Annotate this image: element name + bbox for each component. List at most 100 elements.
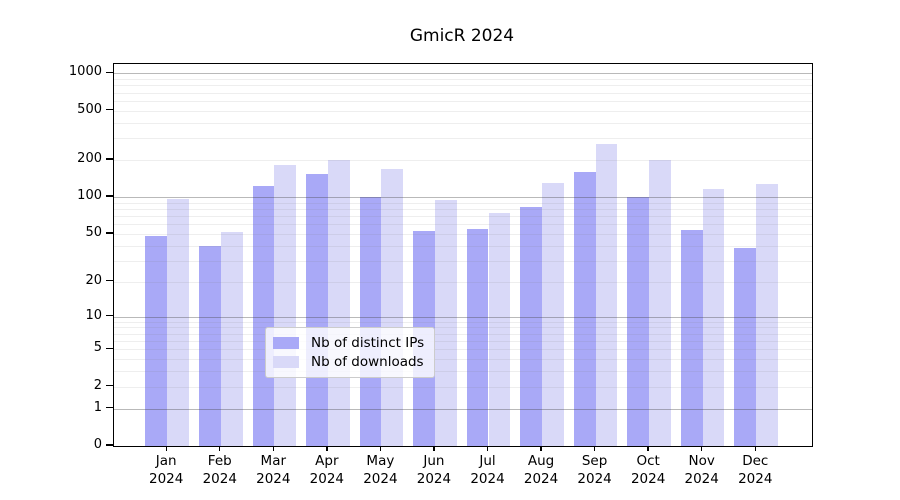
y-tick-mark-2: [106, 385, 113, 387]
x-tick-label-aug: Aug 2024: [523, 453, 559, 487]
y-tick-label-5: 5: [93, 340, 102, 356]
y-tick-mark-200: [106, 158, 113, 160]
legend-entry-distinct-ips: Nb of distinct IPs: [273, 333, 426, 352]
gridline-minor-500: [114, 110, 812, 112]
y-tick-label-100: 100: [77, 188, 102, 204]
x-tick-label-oct: Oct 2024: [630, 453, 666, 487]
bar-downloads-jul: [488, 213, 511, 446]
y-tick-label-50: 50: [85, 224, 102, 240]
legend: Nb of distinct IPs Nb of downloads: [265, 327, 435, 378]
bar-distinct-ips-may: [359, 197, 382, 446]
x-tick-label-jan: Jan 2024: [149, 453, 184, 487]
y-tick-mark-100: [106, 195, 113, 197]
y-tick-mark-10: [106, 314, 113, 317]
bar-downloads-aug: [542, 183, 564, 446]
x-tick-mark-nov: [701, 446, 703, 451]
gridline-minor-90: [114, 202, 812, 204]
gridline-minor-200: [114, 159, 812, 161]
x-tick-label-feb: Feb 2024: [202, 453, 237, 487]
chart-title: GmicR 2024: [409, 26, 515, 46]
bar-downloads-nov: [702, 188, 725, 446]
x-tick-mark-aug: [540, 446, 542, 451]
x-tick-mark-oct: [647, 446, 649, 451]
bar-distinct-ips-nov: [680, 229, 703, 446]
gridline-major-10: [114, 316, 812, 318]
bar-distinct-ips-jan: [145, 236, 168, 446]
bar-distinct-ips-apr: [306, 174, 328, 446]
x-tick-label-jun: Jun 2024: [416, 453, 452, 487]
gridline-minor-6: [114, 341, 812, 343]
y-tick-mark-1000: [106, 71, 113, 74]
gridline-minor-900: [114, 79, 812, 81]
gridline-minor-3: [114, 371, 812, 373]
x-tick-mark-jul: [486, 446, 489, 451]
y-tick-label-500: 500: [77, 101, 102, 117]
gridline-minor-4: [114, 359, 812, 361]
y-tick-mark-0: [106, 444, 113, 446]
x-tick-mark-feb: [219, 446, 221, 451]
x-tick-label-apr: Apr 2024: [309, 453, 345, 487]
y-tick-label-200: 200: [77, 150, 102, 166]
legend-swatch-distinct-ips: [273, 336, 299, 349]
gridline-minor-600: [114, 100, 812, 102]
plot-area: [113, 63, 813, 447]
y-tick-mark-20: [106, 280, 113, 282]
gridline-minor-80: [114, 208, 812, 210]
gridline-minor-800: [114, 85, 812, 87]
bar-downloads-may: [381, 168, 404, 446]
y-tick-label-1: 1: [93, 399, 102, 415]
bar-distinct-ips-oct: [627, 197, 650, 446]
x-tick-label-sep: Sep 2024: [577, 453, 612, 487]
gridline-minor-20: [114, 281, 812, 283]
y-tick-mark-50: [106, 232, 113, 234]
y-tick-label-0: 0: [93, 437, 102, 452]
x-tick-label-mar: Mar 2024: [256, 453, 291, 487]
gridline-minor-7: [114, 333, 812, 335]
y-tick-label-2: 2: [93, 377, 102, 393]
bar-downloads-sep: [595, 143, 618, 446]
bar-downloads-dec: [756, 184, 779, 446]
x-tick-label-dec: Dec 2024: [738, 453, 773, 487]
gridline-minor-700: [114, 92, 812, 94]
legend-label-downloads: Nb of downloads: [311, 353, 424, 370]
x-tick-label-nov: Nov 2024: [684, 453, 719, 487]
gridline-minor-30: [114, 260, 812, 262]
x-tick-label-jul: Jul 2024: [470, 453, 505, 487]
bar-distinct-ips-sep: [573, 171, 596, 446]
y-tick-label-1000: 1000: [68, 64, 102, 80]
bar-distinct-ips-dec: [734, 248, 757, 446]
x-tick-mark-jan: [165, 446, 167, 451]
x-tick-mark-may: [379, 446, 382, 451]
bar-distinct-ips-jul: [466, 228, 489, 446]
bar-downloads-oct: [649, 160, 671, 446]
x-tick-label-may: May 2024: [363, 453, 398, 487]
x-tick-mark-jun: [433, 446, 435, 451]
bar-downloads-jun: [434, 199, 457, 446]
y-tick-label-10: 10: [85, 307, 102, 323]
gridline-minor-50: [114, 233, 812, 235]
gridline-minor-40: [114, 245, 812, 247]
gridline-minor-400: [114, 122, 812, 124]
gridline-minor-9: [114, 321, 812, 323]
gridline-minor-70: [114, 216, 812, 218]
x-tick-mark-apr: [326, 446, 328, 451]
gridline-minor-5: [114, 349, 812, 351]
y-tick-mark-1: [106, 406, 113, 409]
legend-label-distinct-ips: Nb of distinct IPs: [311, 334, 425, 351]
gridline-minor-8: [114, 327, 812, 329]
gridline-minor-300: [114, 138, 812, 140]
x-tick-mark-dec: [754, 446, 756, 451]
legend-swatch-downloads: [273, 355, 299, 368]
gridline-major-1000: [114, 73, 812, 75]
legend-entry-downloads: Nb of downloads: [273, 352, 426, 371]
x-tick-mark-sep: [593, 446, 596, 451]
x-tick-mark-mar: [272, 446, 274, 451]
bar-distinct-ips-feb: [198, 245, 221, 446]
bar-downloads-mar: [274, 164, 297, 446]
y-tick-label-20: 20: [85, 272, 102, 288]
bar-downloads-jan: [167, 198, 189, 446]
bar-distinct-ips-aug: [520, 207, 543, 446]
y-tick-mark-5: [106, 347, 113, 350]
bar-distinct-ips-mar: [252, 185, 275, 446]
